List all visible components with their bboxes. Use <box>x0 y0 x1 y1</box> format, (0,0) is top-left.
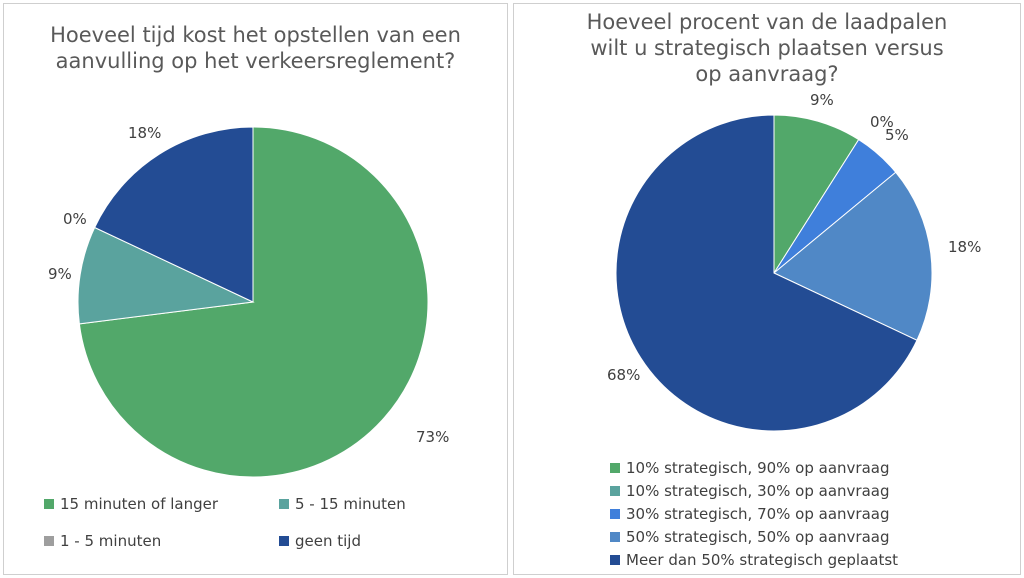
legend: 15 minuten of langer 5 - 15 minuten 1 - 5 … <box>44 492 479 552</box>
legend-label: 50% strategisch, 50% op aanvraag <box>626 527 890 546</box>
data-label: 5% <box>885 126 909 144</box>
legend-label: Meer dan 50% strategisch geplaatst <box>626 550 899 569</box>
data-label: 18% <box>948 238 981 256</box>
pie-slice <box>773 171 933 341</box>
legend-swatch <box>610 508 620 519</box>
pie-slice <box>93 126 254 303</box>
legend-item: 10% strategisch, 90% op aanvraag <box>610 456 898 479</box>
legend-swatch <box>610 554 620 565</box>
pie-chart-time: 73% 9% 0% 18% <box>48 124 449 478</box>
legend: 10% strategisch, 90% op aanvraag 10% stra… <box>610 456 898 571</box>
data-label: 0% <box>870 113 894 131</box>
legend-item: 10% strategisch, 30% op aanvraag <box>610 479 898 502</box>
legend-item: 50% strategisch, 50% op aanvraag <box>610 525 898 548</box>
data-label: 18% <box>128 124 161 142</box>
pie-slice <box>77 226 255 325</box>
legend-label: geen tijd <box>295 531 361 550</box>
legend-swatch <box>610 485 620 496</box>
chart-title: Hoeveel tijd kost het opstellen van een … <box>50 23 461 73</box>
legend-label: 5 - 15 minuten <box>295 494 406 513</box>
legend-swatch <box>610 531 620 542</box>
chart-panel-time: Hoeveel tijd kost het opstellen van een … <box>3 3 508 575</box>
data-label: 73% <box>416 428 449 446</box>
legend-item: 15 minuten of langer <box>44 492 279 515</box>
legend-item: 1 - 5 minuten <box>44 529 279 552</box>
legend-item: 30% strategisch, 70% op aanvraag <box>610 502 898 525</box>
legend-label: 10% strategisch, 30% op aanvraag <box>626 481 890 500</box>
data-label: 68% <box>607 366 640 384</box>
legend-swatch <box>279 535 289 546</box>
legend-label: 1 - 5 minuten <box>60 531 162 550</box>
legend-item: geen tijd <box>279 529 479 552</box>
data-label: 0% <box>63 210 87 228</box>
legend-swatch <box>279 498 289 509</box>
legend-item: Meer dan 50% strategisch geplaatst <box>610 548 898 571</box>
data-label: 9% <box>810 91 834 109</box>
legend-label: 30% strategisch, 70% op aanvraag <box>626 504 890 523</box>
chart-panel-charging: Hoeveel procent van de laadpalen wilt u … <box>513 3 1021 575</box>
chart-title: Hoeveel procent van de laadpalen wilt u … <box>586 10 948 86</box>
pie-slice <box>773 114 860 275</box>
pie-slice <box>615 114 918 432</box>
legend-label: 15 minuten of langer <box>60 494 219 513</box>
legend-item: 5 - 15 minuten <box>279 492 479 515</box>
data-label: 9% <box>48 265 72 283</box>
legend-swatch <box>44 498 54 509</box>
pie-chart-charging: 9% 0%5% 18% 68% <box>607 91 981 432</box>
legend-swatch <box>44 535 54 546</box>
legend-label: 10% strategisch, 90% op aanvraag <box>626 458 890 477</box>
legend-swatch <box>610 462 620 473</box>
